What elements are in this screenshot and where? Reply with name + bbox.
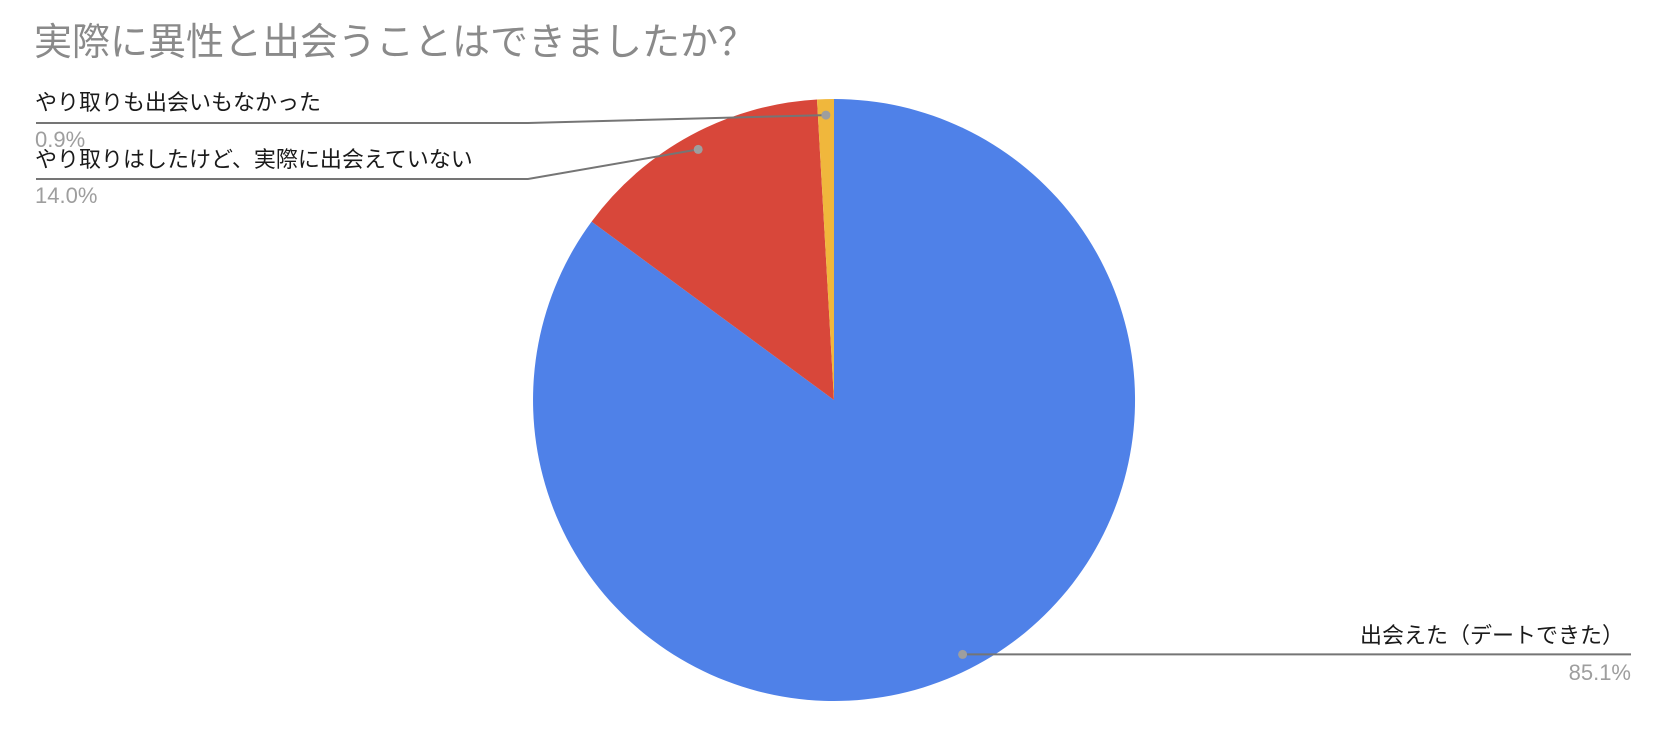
leader-line-2: [36, 114, 826, 124]
pie-slice-2[interactable]: [817, 99, 834, 400]
callout-percent-contacted-no-meet: 14.0%: [35, 183, 98, 208]
pie-slice-0[interactable]: [533, 99, 1136, 701]
callout-label-met: 出会えた（デートできた）: [1359, 623, 1624, 648]
callout-percent-met: 85.1%: [1568, 660, 1631, 685]
pie-slice-1[interactable]: [591, 99, 834, 401]
callout-label-contacted-no-meet: やり取りはしたけど、実際に出会えていない: [35, 147, 473, 172]
leader-dot-1: [693, 144, 703, 154]
callout-label-no-contact: やり取りも出会いもなかった: [35, 90, 322, 115]
leader-dot-0: [958, 649, 968, 659]
chart-title: 実際に異性と出会うことはできましたか？: [34, 22, 757, 64]
callout-percent-no-contact: 0.9%: [35, 127, 86, 152]
leader-line-1: [36, 148, 699, 180]
leader-dot-2: [821, 110, 831, 120]
